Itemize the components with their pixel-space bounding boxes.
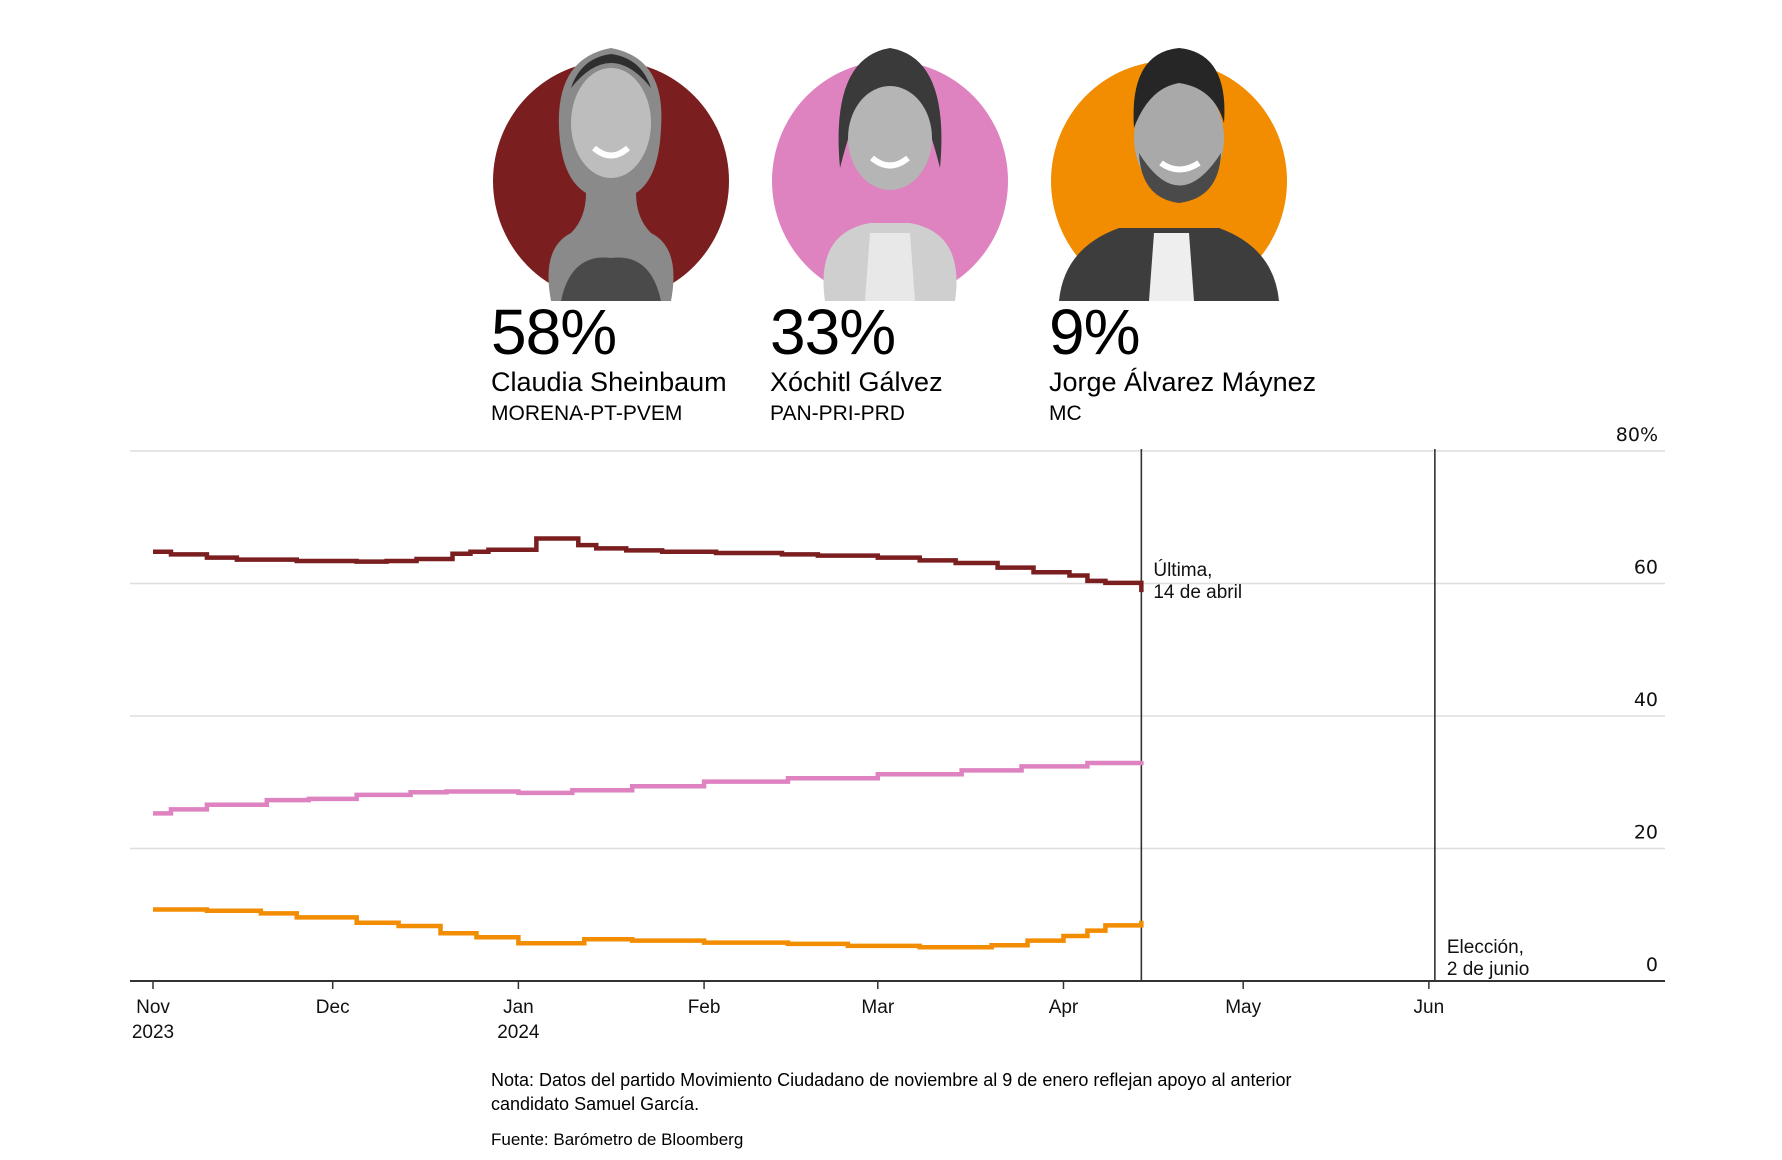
x-tick-label: Jan: [503, 997, 534, 1018]
annotations: Última,14 de abril Elección,2 de junio: [1140, 449, 1529, 981]
candidate-party: MORENA-PT-PVEM: [491, 402, 683, 425]
y-tick-label: 0: [1646, 954, 1658, 976]
candidate-name: Jorge Álvarez Máynez: [1049, 367, 1317, 397]
series-line: [153, 536, 1144, 593]
annotation-label: 14 de abril: [1153, 582, 1242, 603]
annotation-label: Última,: [1153, 559, 1212, 581]
candidate-percent: 58%: [491, 296, 617, 368]
portrait-galvez-icon: [770, 18, 1010, 303]
y-axis-labels: 0 20 40 60 80%: [1616, 424, 1658, 976]
candidate-percent: 33%: [770, 296, 896, 368]
candidate-name: Claudia Sheinbaum: [491, 367, 727, 397]
x-tick-label: Dec: [316, 997, 350, 1018]
portrait-maynez-icon: [1049, 18, 1289, 303]
x-axis: Nov 2023 Dec Jan 2024 Feb Mar Apr May Jun: [130, 980, 1665, 1043]
x-tick-sublabel: 2023: [132, 1022, 174, 1043]
candidate-name: Xóchitl Gálvez: [770, 367, 943, 397]
source-note: Fuente: Barómetro de Bloomberg: [491, 1130, 744, 1149]
series-line: [153, 907, 1144, 950]
series-lines: [153, 536, 1144, 950]
x-tick-label: Jun: [1414, 997, 1445, 1018]
y-tick-label: 20: [1634, 822, 1658, 844]
gridlines: [130, 450, 1665, 850]
candidate-party: PAN-PRI-PRD: [770, 402, 905, 425]
x-tick-label: Mar: [861, 997, 894, 1018]
portrait-sheinbaum-icon: [491, 18, 731, 303]
series-line: [153, 760, 1144, 816]
x-tick-label: May: [1225, 997, 1261, 1018]
y-tick-label: 40: [1634, 689, 1658, 711]
x-tick-label: Apr: [1049, 997, 1079, 1018]
x-tick-sublabel: 2024: [497, 1022, 540, 1043]
y-tick-label: 60: [1634, 557, 1658, 579]
candidate-percent: 9%: [1049, 296, 1140, 368]
x-tick-label: Feb: [688, 997, 721, 1018]
y-tick-label: 80%: [1616, 424, 1658, 446]
footnote: Nota: Datos del partido Movimiento Ciuda…: [491, 1070, 1292, 1114]
candidate-party: MC: [1049, 402, 1082, 425]
x-tick-label: Nov: [136, 997, 170, 1018]
annotation-label: Elección,: [1447, 937, 1524, 958]
annotation-label: 2 de junio: [1447, 959, 1529, 980]
